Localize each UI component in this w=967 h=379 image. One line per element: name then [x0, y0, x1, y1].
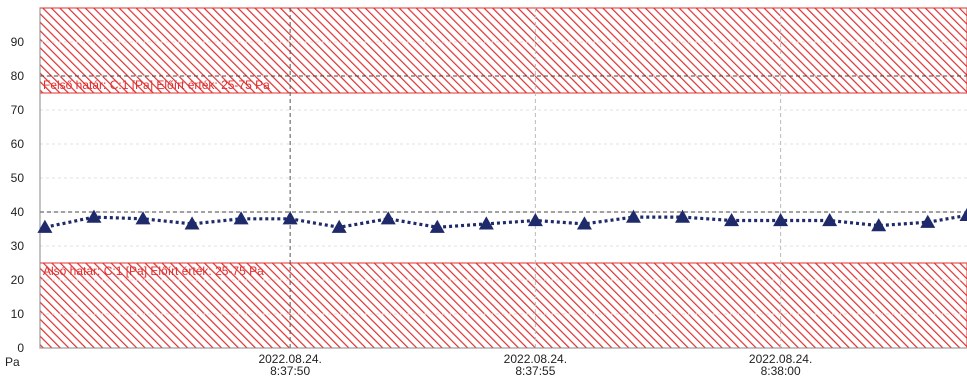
y-tick-labels: 0 10 20 30 40 50 60 70 80 90 — [11, 35, 25, 355]
limit-bands — [39, 7, 967, 349]
y-tick-label: 60 — [11, 137, 25, 151]
y-tick-label: 80 — [11, 69, 25, 83]
data-point-triangle — [724, 213, 740, 227]
y-tick-label: 50 — [11, 171, 25, 185]
y-axis-unit-label: Pa — [5, 355, 20, 369]
data-point-triangle — [822, 213, 838, 227]
y-tick-label: 10 — [11, 307, 25, 321]
data-point-triangle — [135, 211, 151, 225]
series-pressure — [37, 207, 967, 233]
y-tick-label: 70 — [11, 103, 25, 117]
y-tick-label: 30 — [11, 239, 25, 253]
data-point-triangle — [233, 211, 249, 225]
data-point-triangle — [331, 219, 347, 233]
x-tick-date: 2022.08.24. — [258, 352, 321, 366]
data-point-triangle — [282, 211, 298, 225]
band-lower — [39, 262, 967, 349]
x-tick-date: 2022.08.24. — [749, 352, 812, 366]
data-point-triangle — [380, 211, 396, 225]
y-tick-label: 40 — [11, 205, 25, 219]
x-tick-date: 2022.08.24. — [504, 352, 567, 366]
data-point-triangle — [871, 218, 887, 232]
axes — [39, 8, 967, 349]
x-tick-time: 8:38:00 — [761, 364, 801, 378]
reference-lines — [40, 75, 967, 213]
data-point-triangle — [773, 213, 789, 227]
data-point-triangle — [478, 216, 494, 230]
x-tick-labels: 2022.08.24.8:37:502022.08.24.8:37:552022… — [258, 352, 812, 378]
data-point-triangle — [625, 209, 641, 223]
data-point-triangle — [184, 216, 200, 230]
data-point-triangle — [576, 216, 592, 230]
data-point-triangle — [675, 209, 691, 223]
band-upper — [39, 7, 967, 94]
series-line — [44, 213, 967, 229]
y-tick-label: 20 — [11, 273, 25, 287]
data-point-triangle — [527, 213, 543, 227]
band-label-upper: Felső határ: C:1 [Pa] Előírt érték: 25-7… — [43, 78, 270, 92]
y-tick-label: 0 — [17, 341, 24, 355]
data-point-triangle — [920, 214, 936, 228]
data-point-triangle — [959, 207, 967, 222]
band-label-lower: Alsó határ: C:1 [Pa] Előírt érték: 25-75… — [43, 264, 264, 278]
data-point-triangle — [429, 219, 445, 233]
x-tick-time: 8:37:50 — [270, 364, 310, 378]
band-labels: Felső határ: C:1 [Pa] Előírt érték: 25-7… — [43, 78, 270, 278]
y-tick-label: 90 — [11, 35, 25, 49]
data-point-triangle — [37, 219, 53, 233]
x-tick-time: 8:37:55 — [515, 364, 555, 378]
data-point-triangle — [86, 209, 102, 223]
